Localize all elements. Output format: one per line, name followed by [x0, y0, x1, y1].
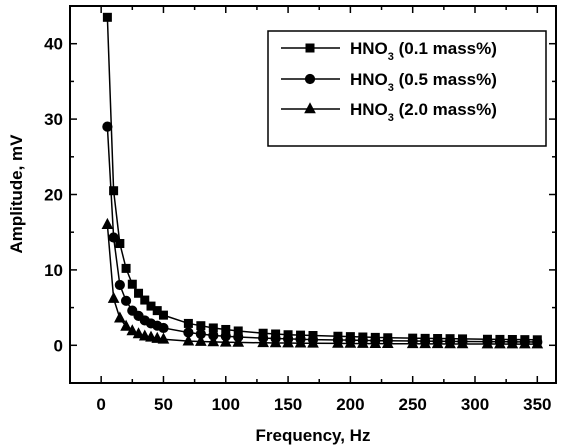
data-point — [101, 217, 114, 229]
legend-label-main: HNO — [350, 39, 388, 58]
data-point — [369, 336, 382, 348]
data-point — [481, 337, 494, 349]
y-tick-label: 20 — [44, 186, 63, 205]
data-point — [519, 337, 531, 349]
data-point — [332, 336, 344, 348]
x-tick-label: 50 — [154, 395, 173, 414]
data-point — [406, 337, 419, 349]
x-tick-label: 300 — [461, 395, 489, 414]
data-point — [121, 263, 131, 273]
data-point — [494, 337, 506, 349]
y-tick-label: 40 — [44, 35, 63, 54]
x-tick-label: 200 — [336, 395, 364, 414]
data-point — [294, 336, 307, 348]
data-point — [219, 335, 232, 347]
legend-marker — [304, 102, 316, 114]
data-point — [506, 337, 519, 349]
x-axis-title: Frequency, Hz — [256, 426, 371, 445]
data-point — [145, 330, 157, 342]
legend-label-main: HNO — [350, 70, 388, 89]
x-tick-label: 350 — [523, 395, 551, 414]
x-tick-label: 250 — [399, 395, 427, 414]
legend-label-rest: (0.1 mass%) — [394, 39, 497, 58]
data-point — [381, 336, 394, 349]
data-point — [196, 321, 206, 331]
legend-marker — [304, 73, 316, 85]
legend-label-subscript: 3 — [388, 51, 394, 63]
data-point — [419, 337, 431, 349]
data-point — [158, 310, 168, 320]
data-point — [120, 319, 132, 331]
tick-labels: 0 50 100 150 200 250 300 350 0 10 20 30 40 — [44, 35, 551, 414]
data-point — [157, 332, 170, 344]
data-point — [307, 336, 319, 348]
data-point — [182, 334, 195, 346]
data-point — [152, 306, 162, 316]
legend-marker — [305, 43, 315, 53]
data-point — [146, 301, 156, 311]
data-point — [126, 324, 139, 336]
data-point — [132, 327, 145, 339]
data-point — [120, 295, 132, 306]
data-point — [282, 336, 294, 348]
data-point — [134, 288, 144, 298]
data-point — [158, 322, 169, 334]
series-line — [106, 224, 538, 345]
data-point — [456, 337, 469, 349]
y-tick-label: 0 — [54, 336, 63, 355]
data-point — [431, 337, 444, 349]
legend-label-subscript: 3 — [388, 82, 394, 94]
data-point — [195, 334, 207, 346]
y-tick-label: 10 — [44, 261, 63, 280]
data-point — [102, 121, 113, 132]
legend-label-rest: (0.5 mass%) — [394, 70, 497, 89]
data-point — [357, 336, 369, 348]
data-point — [140, 295, 150, 305]
data-point — [102, 12, 112, 22]
data-point — [207, 335, 220, 347]
data-point — [127, 279, 137, 289]
axis-ticks — [69, 5, 556, 384]
data-point — [114, 311, 126, 323]
legend-item: HNO3 (0.5 mass%) — [281, 70, 497, 94]
data-point — [344, 336, 357, 348]
legend-label: HNO3 (0.5 mass%) — [350, 70, 497, 94]
data-point — [444, 337, 456, 349]
y-tick-label: 30 — [44, 110, 63, 129]
data-point — [232, 335, 245, 347]
data-point — [107, 291, 120, 303]
data-point — [115, 239, 125, 249]
legend-item: HNO3 (0.1 mass%) — [281, 39, 497, 63]
x-tick-label: 150 — [274, 395, 302, 414]
data-point — [257, 336, 269, 348]
legend-label: HNO3 (0.1 mass%) — [350, 39, 497, 63]
data-point — [269, 336, 282, 348]
x-tick-label: 100 — [212, 395, 240, 414]
data-point — [109, 186, 119, 196]
series-layer — [101, 12, 544, 349]
legend-label-rest: (2.0 mass%) — [394, 100, 497, 119]
data-point — [114, 279, 125, 291]
data-point — [531, 337, 544, 349]
data-point — [108, 232, 119, 243]
x-tick-label: 0 — [96, 395, 105, 414]
series-line — [106, 126, 538, 343]
legend: HNO3 (0.1 mass%)HNO3 (0.5 mass%)HNO3 (2.… — [267, 30, 547, 147]
legend-label-main: HNO — [350, 100, 388, 119]
y-axis-title: Amplitude, mV — [7, 134, 26, 254]
legend-item: HNO3 (2.0 mass%) — [281, 100, 497, 124]
legend-label-subscript: 3 — [388, 112, 394, 124]
data-point — [183, 318, 193, 328]
series-circle — [102, 121, 543, 348]
legend-label: HNO3 (2.0 mass%) — [350, 100, 497, 124]
data-point — [138, 329, 151, 341]
series-triangle — [101, 217, 544, 349]
